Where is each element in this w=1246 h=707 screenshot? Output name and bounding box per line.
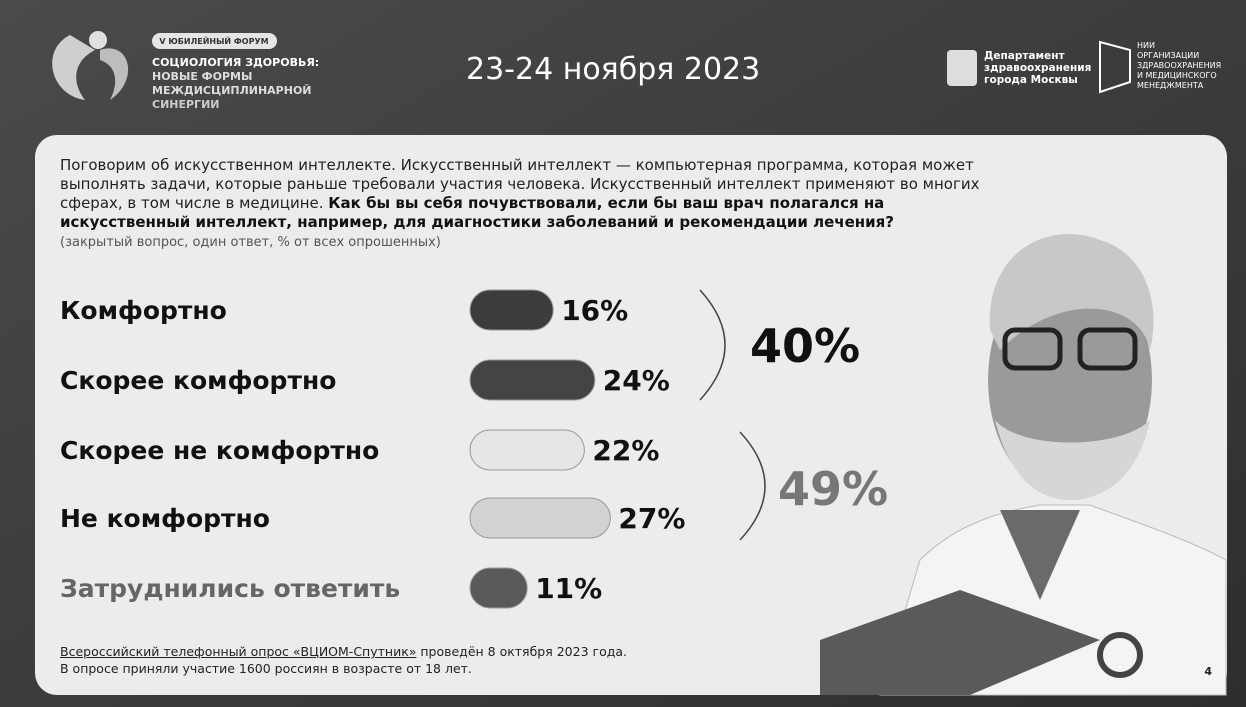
chart: Комфортно 16% Скорее комфортно 24% Скорее не… bbox=[60, 289, 888, 609]
badge bbox=[152, 33, 277, 49]
question-intro: Поговорим об искусственном интеллекте. И… bbox=[60, 156, 980, 212]
question: Поговорим об искусственном интеллекте. И… bbox=[60, 156, 1000, 252]
footer: Всероссийский телефонный опрос «ВЦИОМ-Сп… bbox=[60, 643, 627, 677]
nii-logo bbox=[1099, 40, 1131, 94]
group-total: 40% bbox=[750, 319, 860, 373]
bar bbox=[469, 429, 585, 471]
page-number: 4 bbox=[1204, 665, 1212, 678]
value-label: 22% bbox=[592, 434, 659, 467]
source-link[interactable]: Всероссийский телефонный опрос «ВЦИОМ-Сп… bbox=[60, 644, 417, 659]
doctor-illustration bbox=[820, 234, 1227, 696]
partner-line: И МЕДИЦИНСКОГО bbox=[1137, 71, 1217, 80]
partner-line: НИИ bbox=[1137, 41, 1155, 50]
logo bbox=[52, 31, 129, 100]
sample-text: В опросе приняли участие 1600 россиян в … bbox=[60, 661, 472, 676]
question-text: Как бы вы себя почувствовали, если бы ва… bbox=[60, 194, 894, 231]
bar bbox=[469, 497, 611, 539]
partner-line: здравоохранения bbox=[984, 62, 1091, 74]
badge-text: V ЮБИЛЕЙНЫЙ ФОРУМ bbox=[159, 35, 268, 46]
value-label: 27% bbox=[618, 502, 685, 535]
value-label: 11% bbox=[535, 572, 602, 605]
category-label: Скорее не комфортно bbox=[60, 436, 379, 465]
group-total: 49% bbox=[778, 462, 888, 516]
forum-line: СИНЕРГИИ bbox=[152, 98, 219, 111]
dept-logo bbox=[947, 50, 977, 86]
partner-line: ОРГАНИЗАЦИИ bbox=[1137, 51, 1199, 60]
forum-line: НОВЫЕ ФОРМЫ bbox=[152, 70, 252, 83]
partner-line: МЕНЕДЖМЕНТА bbox=[1137, 81, 1204, 90]
category-label: Скорее комфортно bbox=[60, 366, 336, 395]
partner-line: Департамент bbox=[984, 50, 1065, 62]
date: 23-24 ноября 2023 bbox=[466, 52, 760, 87]
partner-line: ЗДРАВООХРАНЕНИЯ bbox=[1137, 61, 1221, 70]
forum-line: СОЦИОЛОГИЯ ЗДОРОВЬЯ: bbox=[152, 56, 319, 69]
forum-line: МЕЖДИСЦИПЛИНАРНОЙ bbox=[152, 84, 312, 97]
group-bracket bbox=[739, 431, 766, 541]
bar bbox=[469, 359, 596, 401]
source-text: проведён 8 октября 2023 года. bbox=[416, 644, 627, 659]
category-label: Комфортно bbox=[60, 296, 227, 325]
category-label: Не комфортно bbox=[60, 504, 270, 533]
group-bracket bbox=[699, 289, 726, 401]
question-note: (закрытый вопрос, один ответ, % от всех … bbox=[60, 235, 441, 250]
bar bbox=[469, 289, 554, 331]
value-label: 24% bbox=[603, 364, 670, 397]
bar bbox=[469, 567, 528, 609]
partner-line: города Москвы bbox=[984, 74, 1078, 86]
value-label: 16% bbox=[561, 294, 628, 327]
category-label: Затруднились ответить bbox=[60, 574, 400, 603]
